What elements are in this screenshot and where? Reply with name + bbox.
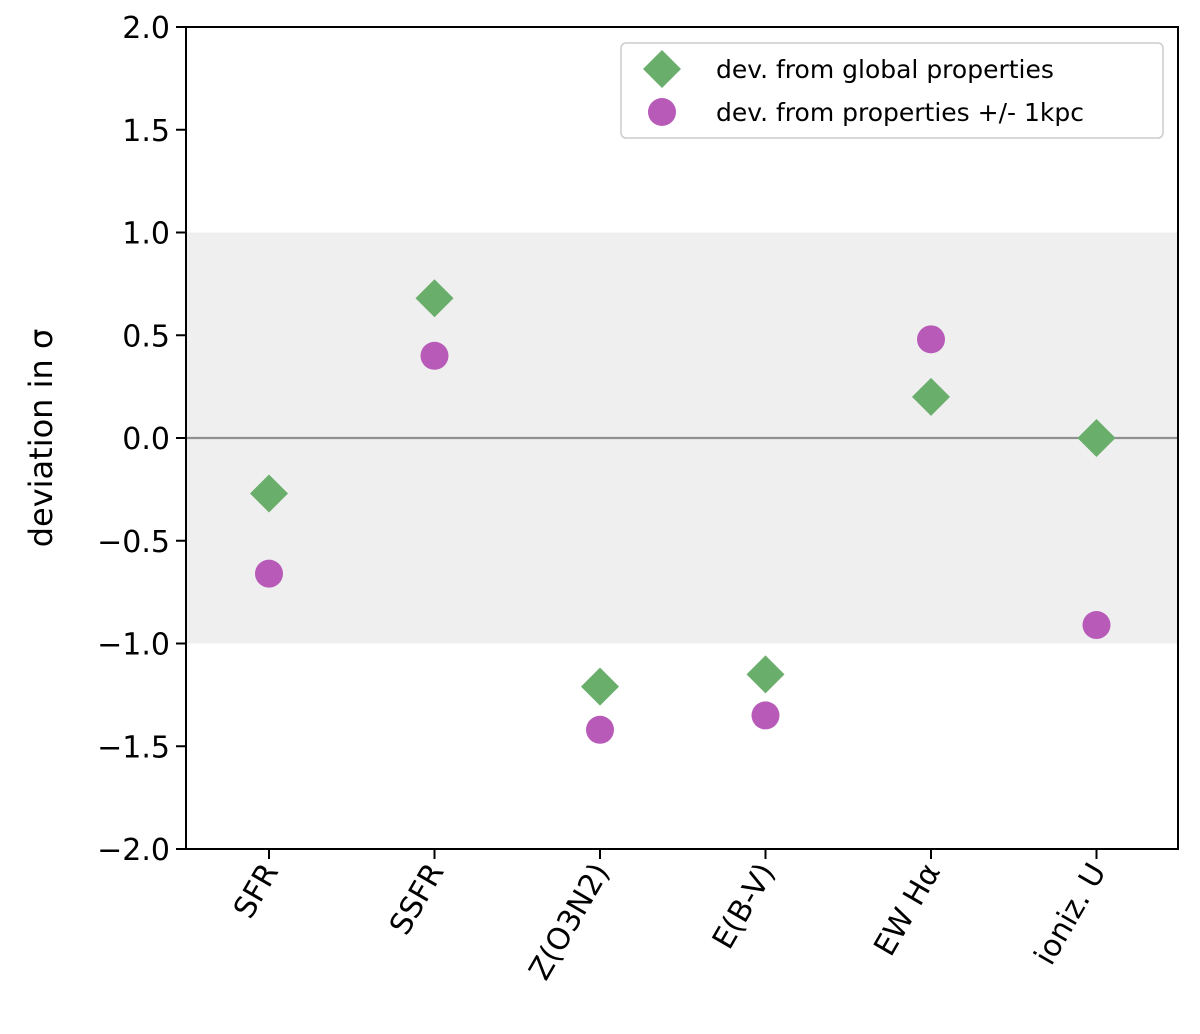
circle-point <box>751 701 780 730</box>
legend-diamond-icon <box>643 50 681 88</box>
circle-point <box>917 325 945 354</box>
diamond-point <box>1077 419 1116 457</box>
y-tick-label: 2.0 <box>122 11 170 46</box>
y-tick-label: −1.5 <box>97 730 170 765</box>
diamond-point <box>746 655 785 694</box>
data-marks <box>250 279 1116 744</box>
legend-label: dev. from global properties <box>716 55 1054 84</box>
legend-box <box>620 42 1164 139</box>
circle-point <box>255 559 283 588</box>
y-tick-label: −2.0 <box>97 833 170 868</box>
plot-area <box>186 232 1178 644</box>
y-tick-label: 0.0 <box>122 422 170 457</box>
circle-point <box>586 715 614 744</box>
diamond-point <box>912 377 950 416</box>
circle-point <box>1082 611 1111 640</box>
y-tick-label: 1.0 <box>122 217 170 252</box>
legend-label: dev. from properties +/- 1kpc <box>716 98 1084 127</box>
y-tick-label: −1.0 <box>97 628 170 663</box>
diamond-point <box>415 279 454 318</box>
y-tick-label: −0.5 <box>97 525 170 560</box>
y-tick-label: 1.5 <box>122 114 170 149</box>
legend-circle-icon <box>648 98 676 126</box>
y-axis-label: deviation in σ <box>22 329 60 548</box>
diamond-point <box>250 474 288 513</box>
diamond-point <box>581 667 619 706</box>
y-tick-label: 0.5 <box>122 319 170 354</box>
legend: dev. from global properties dev. from pro… <box>620 42 1164 139</box>
circle-point <box>420 341 449 370</box>
